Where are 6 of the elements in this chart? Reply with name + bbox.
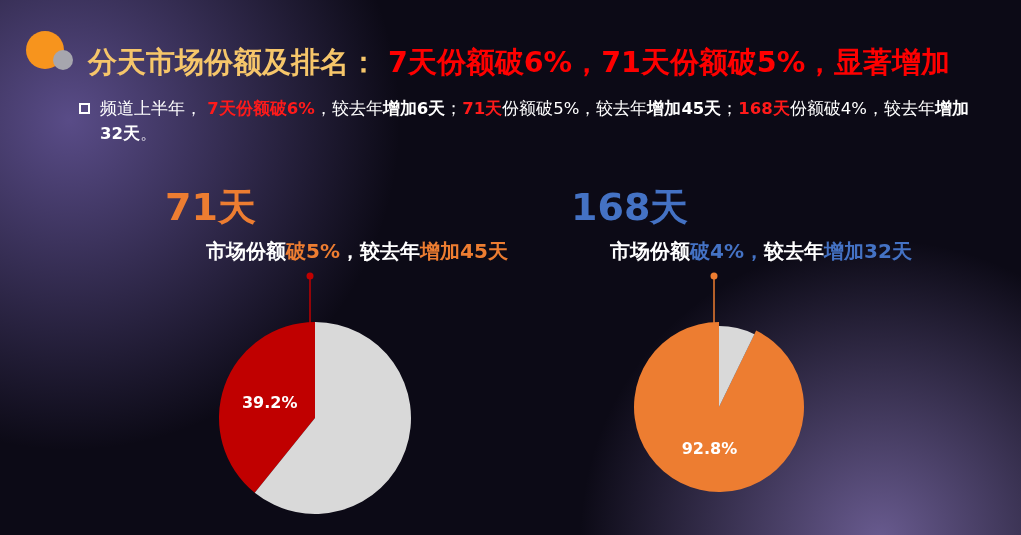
subtitle: 频道上半年， 7天份额破6%，较去年增加6天；71天份额破5%，较去年增加45天；168天份额破4%，较去年增加32天。 xyxy=(100,98,970,145)
subtitle: 市场份额破4%，较去年增加32天 xyxy=(610,240,912,262)
title: 168天 xyxy=(571,187,689,227)
subtitle: 市场份额破5%，较去年增加45天 xyxy=(206,240,508,262)
title: 分天市场份额及排名： 7天份额破6%，71天份额破5%，显著增加 xyxy=(88,46,951,80)
title: 71天 xyxy=(165,187,256,227)
